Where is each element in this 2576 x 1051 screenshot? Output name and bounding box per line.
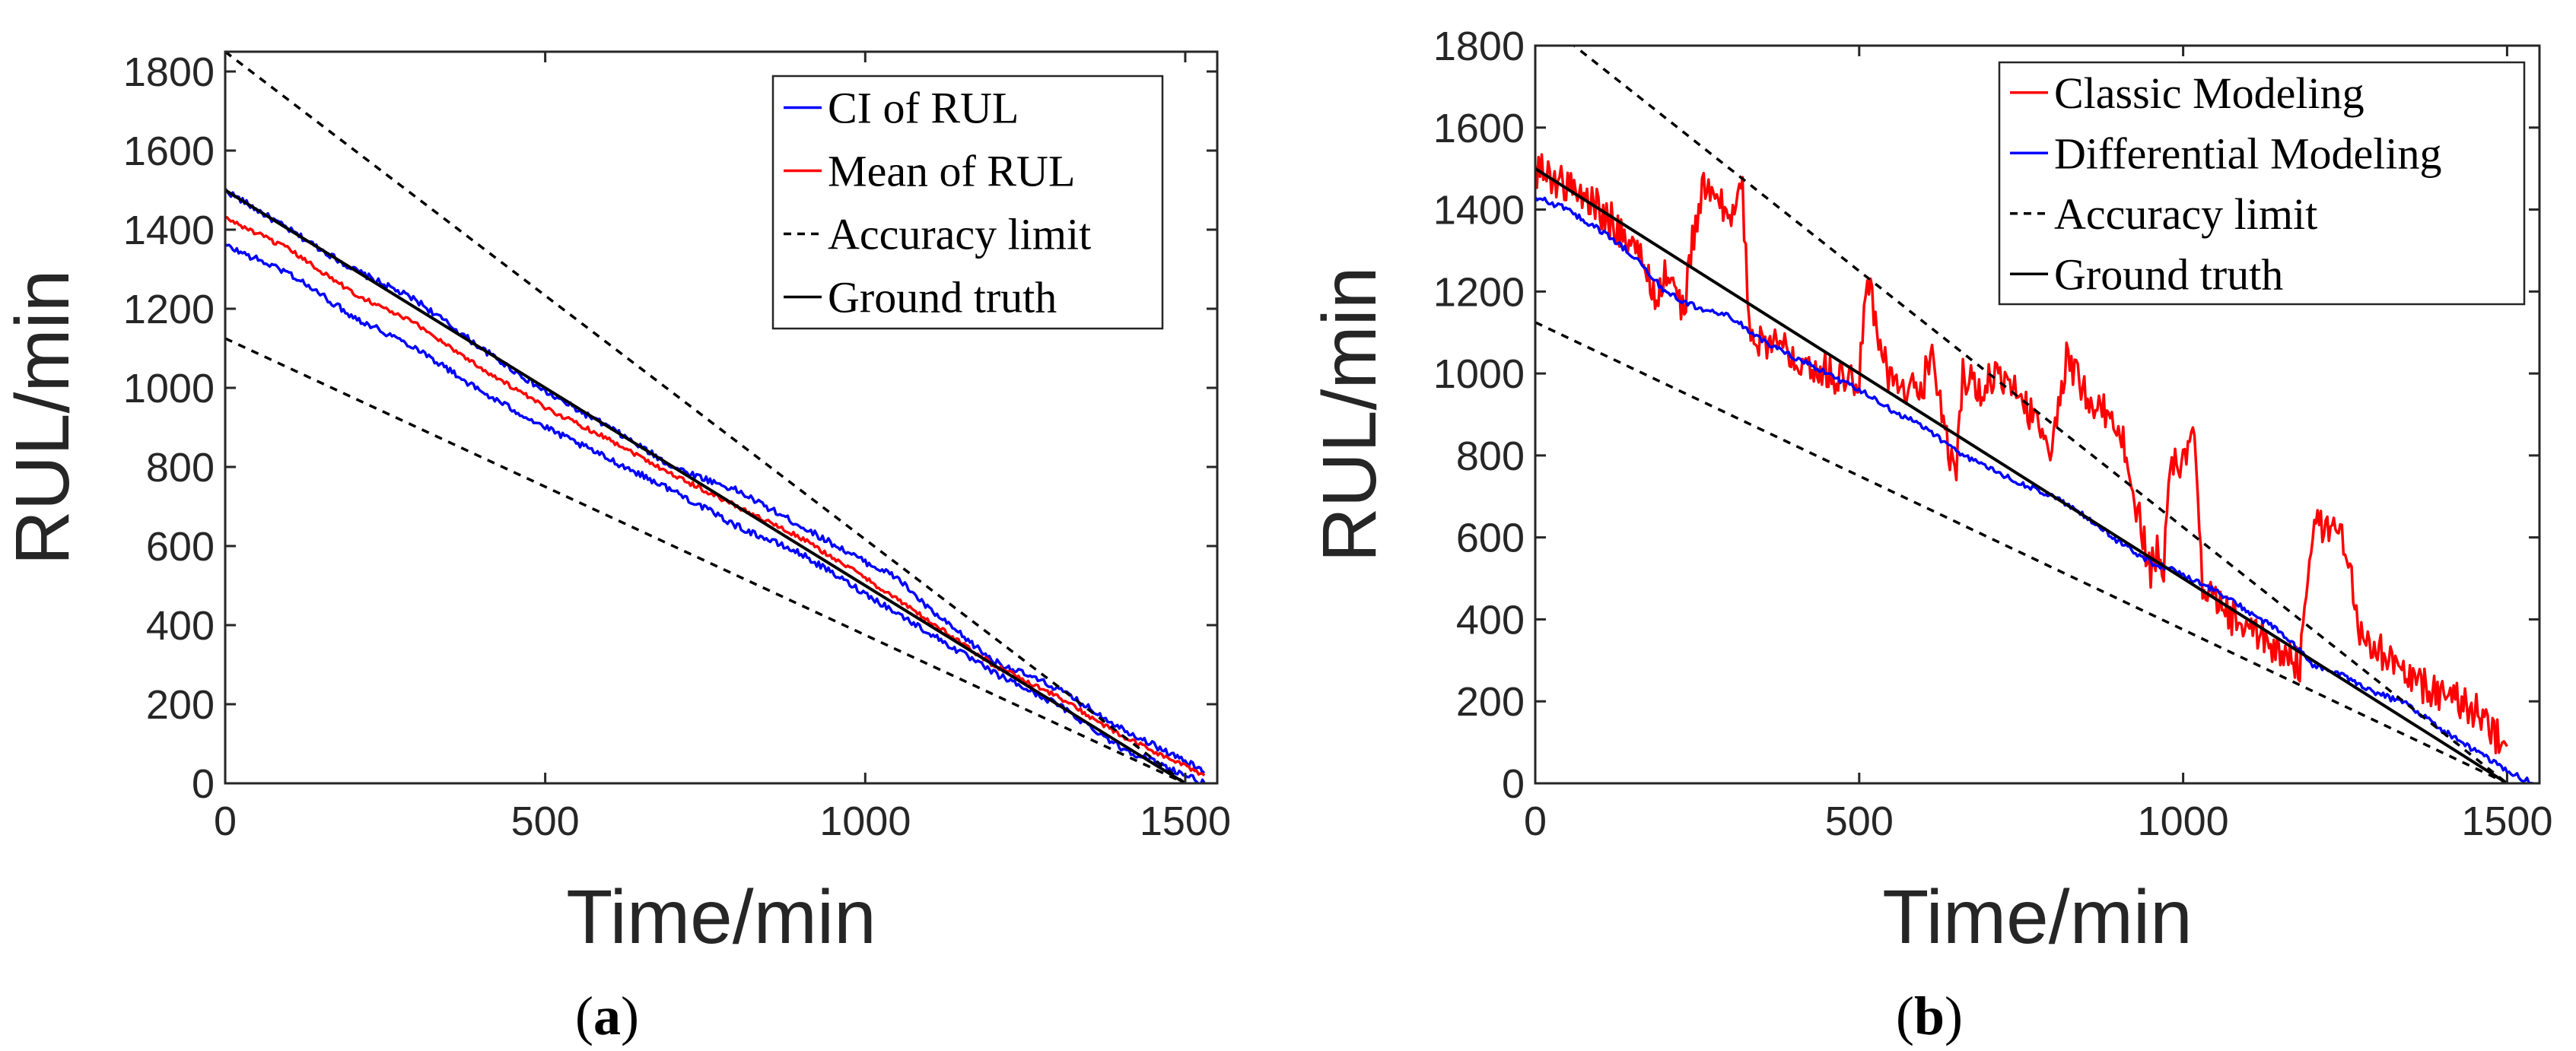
y-tick-label-b: 1400 [1433,188,1525,233]
y-tick-label-b: 600 [1456,516,1525,561]
y-tick-label-a: 1800 [123,49,215,95]
y-tick-label-b: 0 [1502,761,1525,807]
panel-label-b: b [1914,986,1945,1046]
series-ci-of-rul-upper-a [225,187,1206,774]
series-mean-of-rul-a [225,216,1206,776]
legend-label-a: Ground truth [828,273,1057,322]
y-tick-label-a: 400 [146,603,215,649]
legend-box-b [1998,61,2526,306]
y-tick-label-a: 1000 [123,366,215,411]
ticks-b: 0 500 1000 1500 0 200 400 600 800 1000 1200 1400 160… [1433,24,2553,844]
axes-frame-a [224,50,1219,785]
x-axis-label-b: Time/min [1882,875,2192,960]
series-ground-truth-a [225,189,1186,783]
x-tick-label-b: 500 [1825,799,1894,844]
y-tick-label-b: 1600 [1433,106,1525,151]
legend-box-a [771,75,1164,330]
y-axis-label-a: RUL/min [0,270,85,566]
series-classic-modeling-b [1535,153,2508,754]
y-tick-label-a: 200 [146,682,215,728]
y-tick-label-a: 1400 [123,208,215,253]
legend-label-a: CI of RUL [828,84,1019,133]
panel-label-a: a [593,986,621,1046]
y-tick-label-a: 800 [146,445,215,491]
y-tick-label-a: 1200 [123,287,215,332]
series-differential-modeling-b [1535,196,2533,783]
legend-b: Classic Modeling Differential Modeling Acc… [1998,61,2526,306]
series-ci-of-rul-lower-a [225,243,1206,783]
x-tick-label-a: 0 [214,799,237,844]
y-tick-label-a: 0 [192,761,215,807]
x-tick-label-b: 1000 [2138,799,2229,844]
ticks-a: 0 500 1000 1500 0 200 400 600 800 1000 1200 1400 160… [123,49,1231,844]
x-tick-label-b: 0 [1524,799,1547,844]
axes-frame-b [1534,44,2541,785]
legend-label-b: Differential Modeling [2054,129,2442,178]
series-accuracy-limit-lower-a [225,337,1186,783]
y-tick-label-b: 1000 [1433,351,1525,397]
plot-area-a [225,52,1206,783]
panel-caption-a: (a) [575,986,639,1046]
y-tick-label-a: 1600 [123,129,215,174]
y-tick-label-b: 1800 [1433,24,1525,69]
legend-a: CI of RUL Mean of RUL Accuracy limit Ground… [771,75,1164,330]
chart-panel-a: 0 500 1000 1500 0 200 400 600 800 1000 1200 1400 160… [0,49,1231,1046]
legend-label-a: Mean of RUL [828,147,1075,196]
series-ground-truth-b [1535,167,2508,783]
y-tick-label-b: 200 [1456,679,1525,725]
y-tick-label-a: 600 [146,524,215,570]
series-accuracy-limit-upper-b [1572,46,2508,783]
x-axis-label-a: Time/min [566,875,876,960]
x-tick-label-a: 1000 [819,799,911,844]
y-tick-label-b: 800 [1456,433,1525,479]
legend-label-b: Classic Modeling [2054,68,2365,118]
series-accuracy-limit-lower-b [1535,321,2508,783]
y-axis-label-b: RUL/min [1307,267,1392,563]
chart-panel-b: 0 500 1000 1500 0 200 400 600 800 1000 1200 1400 160… [1307,24,2553,1046]
y-tick-label-b: 1200 [1433,269,1525,315]
legend-label-b: Accuracy limit [2054,189,2317,239]
x-tick-label-a: 1500 [1140,799,1231,844]
panel-caption-b: (b) [1896,986,1963,1046]
y-tick-label-b: 400 [1456,597,1525,643]
legend-label-a: Accuracy limit [828,210,1091,259]
legend-label-b: Ground truth [2054,249,2283,299]
x-tick-label-a: 500 [511,799,580,844]
plot-area-b [1535,46,2533,783]
x-tick-label-b: 1500 [2461,799,2552,844]
